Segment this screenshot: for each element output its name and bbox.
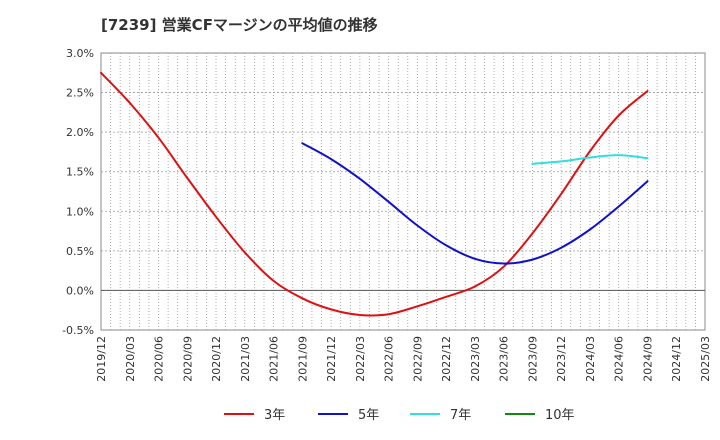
x-tick-label: 2020/03	[124, 336, 137, 382]
y-tick-label: 1.5%	[66, 166, 94, 179]
chart-title: [7239] 営業CFマージンの平均値の推移	[101, 16, 378, 34]
x-tick-label: 2024/12	[670, 336, 683, 382]
plot-area	[100, 52, 706, 331]
x-tick-label: 2022/12	[440, 336, 453, 382]
y-tick-label: 2.5%	[66, 87, 94, 100]
x-tick-label: 2022/03	[354, 336, 367, 382]
x-tick-label: 2020/06	[153, 336, 166, 382]
x-tick-label: 2021/03	[239, 336, 252, 382]
x-tick-label: 2024/03	[584, 336, 597, 382]
x-tick-label: 2022/06	[383, 336, 396, 382]
x-tick-label: 2022/09	[411, 336, 424, 382]
x-tick-label: 2020/12	[210, 336, 223, 382]
y-tick-label: 3.0%	[66, 47, 94, 60]
series-line-3	[531, 154, 649, 165]
x-tick-label: 2023/03	[469, 336, 482, 382]
x-tick-label: 2021/06	[268, 336, 281, 382]
y-tick-label: 2.0%	[66, 126, 94, 139]
x-tick-label: 2020/09	[181, 336, 194, 382]
series-line-2	[301, 142, 649, 265]
legend-label-3: 7年	[450, 408, 471, 423]
x-tick-label: 2023/09	[526, 336, 539, 382]
y-tick-label: 0.5%	[66, 245, 94, 258]
x-tick-label: 2024/09	[641, 336, 654, 382]
y-tick-label: -0.5%	[62, 324, 94, 337]
x-tick-label: 2023/06	[498, 336, 511, 382]
y-tick-label: 0.0%	[66, 284, 94, 297]
x-tick-label: 2023/12	[555, 336, 568, 382]
legend-label-4: 10年	[545, 408, 575, 423]
series-line-1	[100, 71, 649, 317]
x-tick-label: 2025/03	[699, 336, 712, 382]
legend-label-2: 5年	[358, 408, 379, 423]
x-tick-label: 2024/06	[613, 336, 626, 382]
x-tick-label: 2021/12	[325, 336, 338, 382]
x-tick-label: 2021/09	[296, 336, 309, 382]
x-tick-label: 2019/12	[95, 336, 108, 382]
y-tick-label: 1.0%	[66, 205, 94, 218]
legend-label-1: 3年	[264, 408, 285, 423]
